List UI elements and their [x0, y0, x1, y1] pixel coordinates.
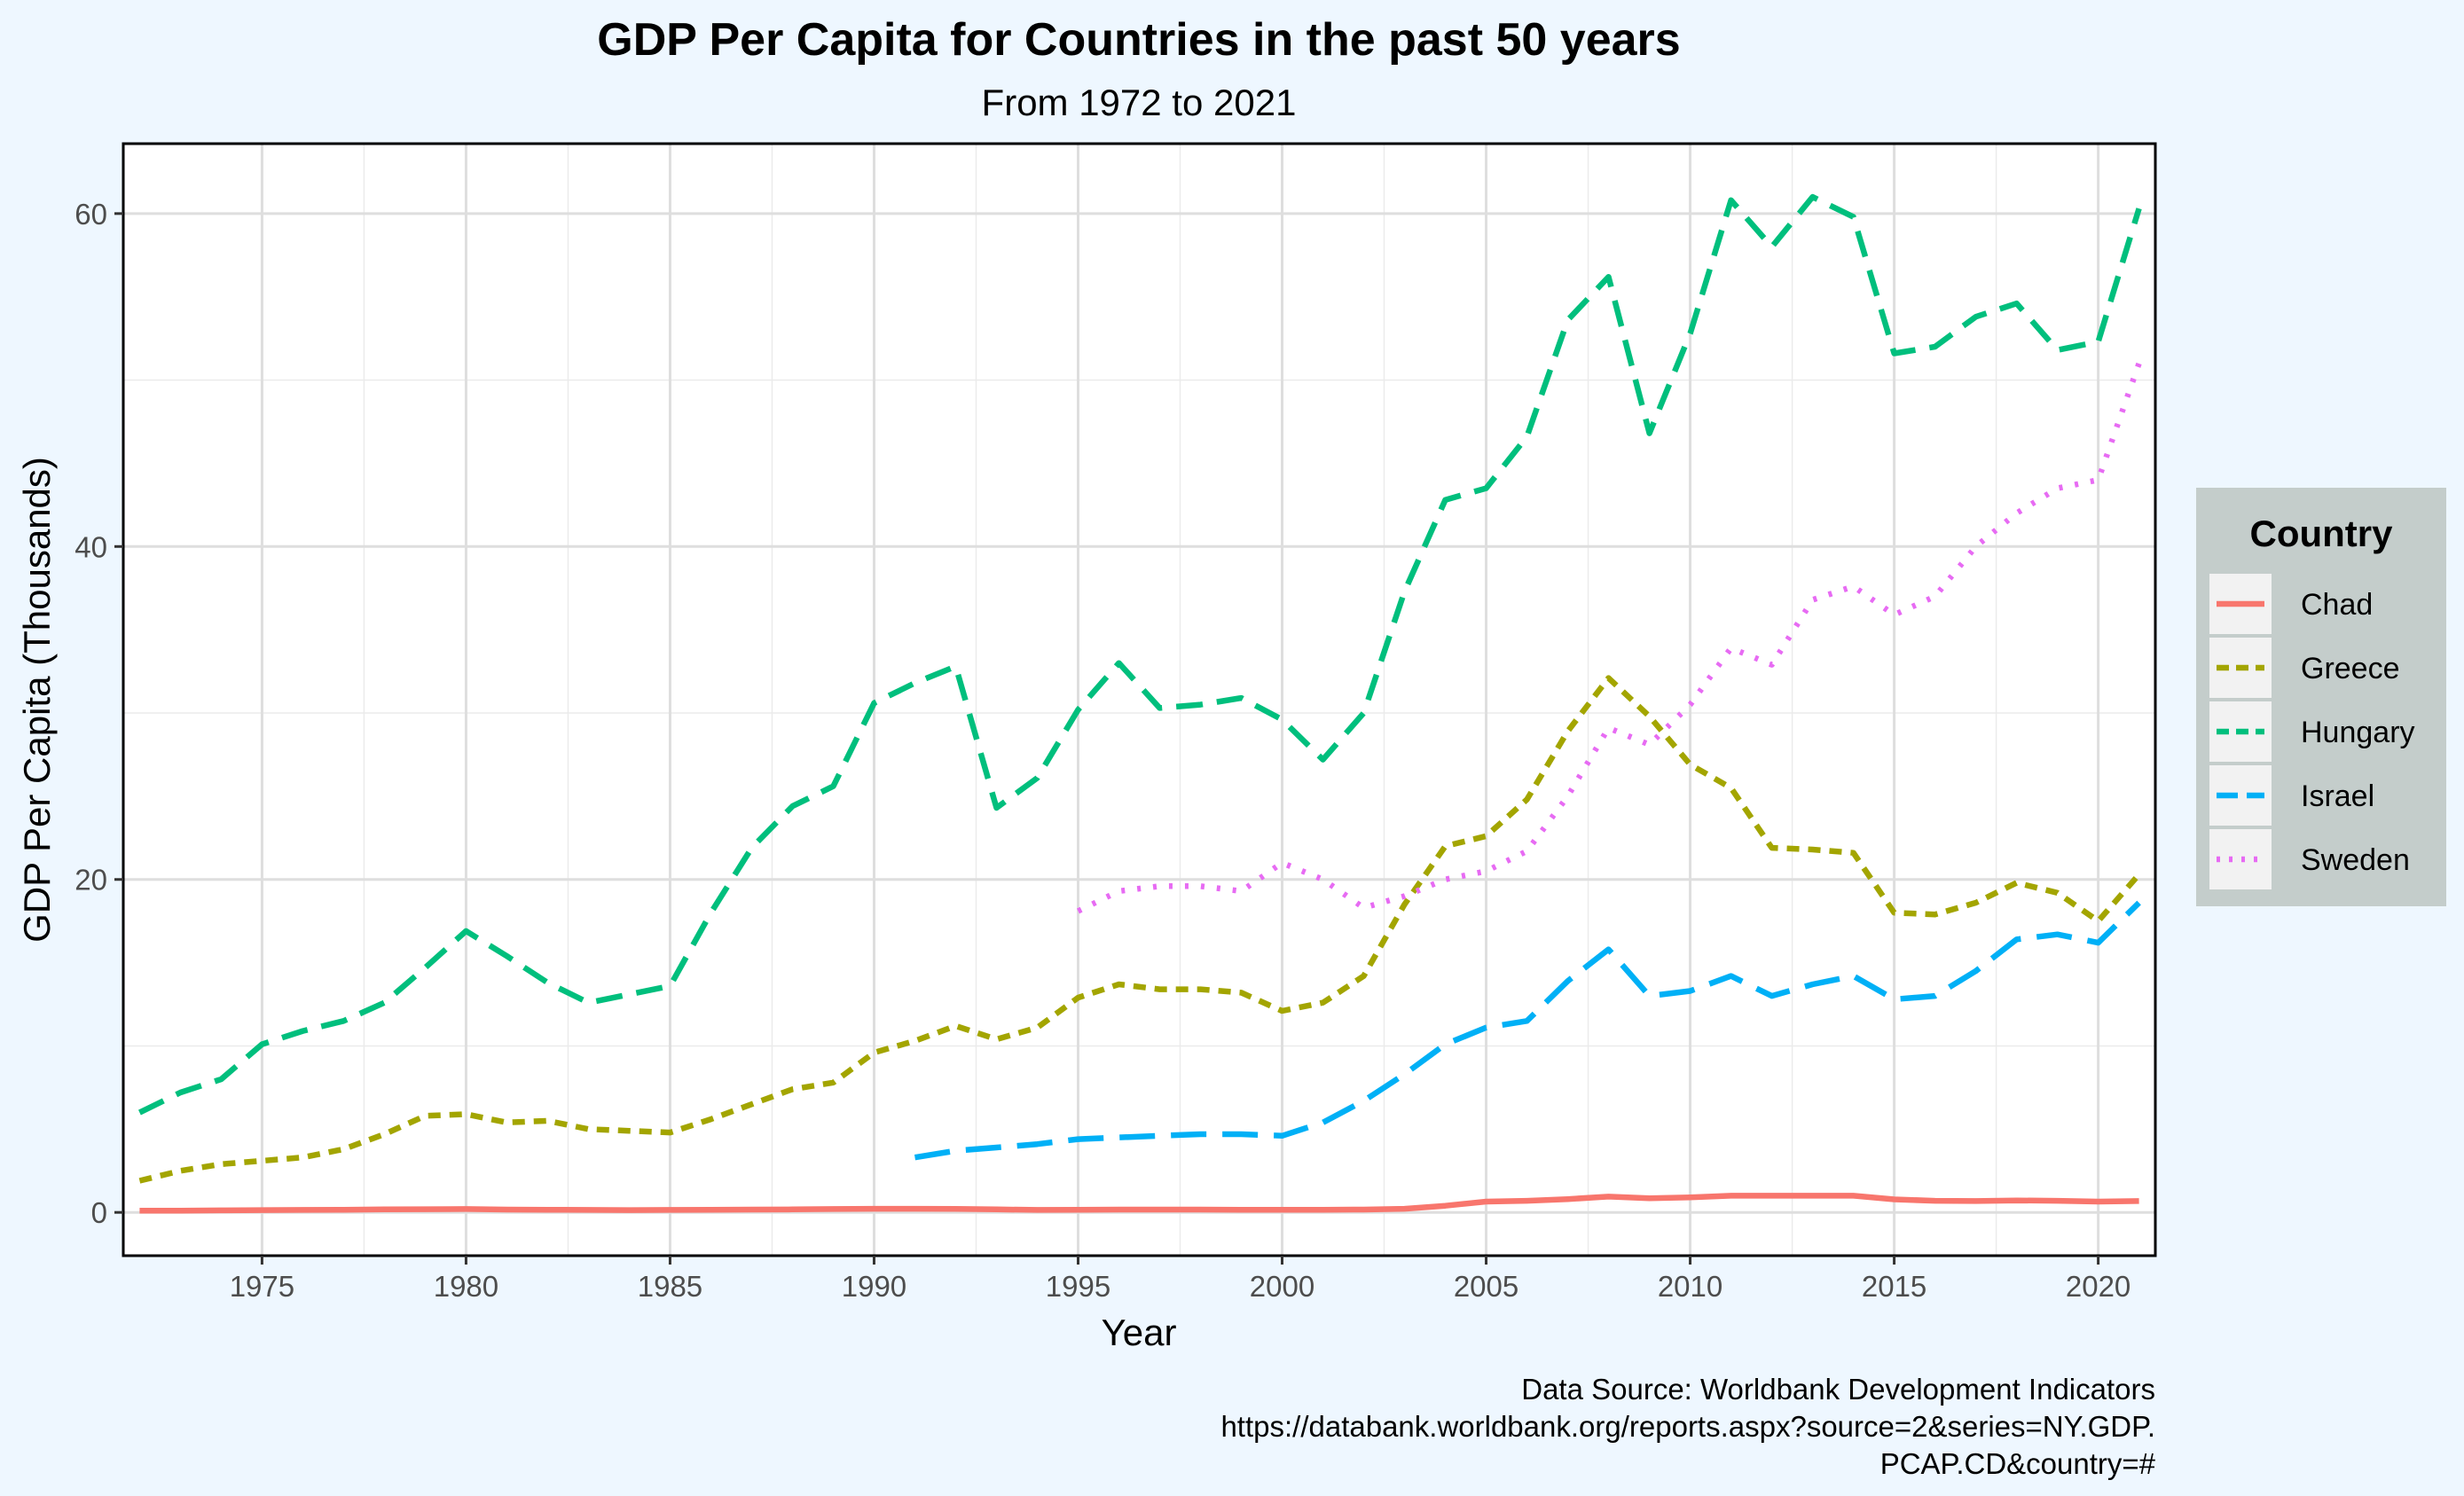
- series-line-chad: [139, 1193, 2139, 1214]
- x-tick-label: 1985: [638, 1270, 702, 1303]
- legend-items: Chad Greece Hungary Israel Sweden: [2209, 574, 2415, 889]
- x-axis-title: Year: [1102, 1312, 1177, 1353]
- chart-subtitle: From 1972 to 2021: [982, 82, 1297, 123]
- x-tick-label: 1990: [842, 1270, 906, 1303]
- legend: Country Chad Greece Hungary Israel Sweden: [2196, 488, 2446, 906]
- legend-label-israel: Israel: [2301, 779, 2374, 813]
- x-tick-label: 1980: [434, 1270, 498, 1303]
- series-line-greece: [138, 675, 2142, 1184]
- y-tick-label: 20: [75, 864, 107, 897]
- x-axis: 1975 1980 1985 1990 1995 2000 2005 2010 2015 2020: [230, 1256, 2130, 1303]
- legend-label-hungary: Hungary: [2301, 716, 2415, 749]
- series-line-israel: [914, 900, 2141, 1161]
- grid-lines: [123, 144, 2155, 1256]
- legend-label-chad: Chad: [2301, 588, 2373, 622]
- plot-panel: [122, 142, 2157, 1257]
- x-tick-label: 2010: [1658, 1270, 1722, 1303]
- series-line-hungary: [137, 193, 2142, 1116]
- x-tick-label: 2015: [1862, 1270, 1926, 1303]
- caption: Data Source: Worldbank Development Indic…: [1220, 1373, 2155, 1480]
- x-tick-label: 2020: [2066, 1270, 2130, 1303]
- y-tick-label: 60: [75, 198, 107, 231]
- caption-line-2: https://databank.worldbank.org/reports.a…: [1220, 1410, 2155, 1443]
- series-lines: [137, 193, 2142, 1214]
- legend-label-sweden: Sweden: [2301, 843, 2410, 877]
- legend-title: Country: [2250, 513, 2394, 554]
- x-tick-label: 1975: [230, 1270, 294, 1303]
- plot-background: [122, 142, 2157, 1257]
- legend-label-greece: Greece: [2301, 652, 2400, 685]
- caption-line-1: Data Source: Worldbank Development Indic…: [1521, 1373, 2155, 1406]
- plot-border: [122, 142, 2157, 1257]
- y-axis-title: GDP Per Capita (Thousands): [16, 457, 58, 943]
- y-axis: 0 20 40 60: [75, 198, 123, 1229]
- x-tick-label: 2000: [1250, 1270, 1314, 1303]
- x-tick-label: 2005: [1454, 1270, 1518, 1303]
- chart-title: GDP Per Capita for Countries in the past…: [597, 14, 1680, 66]
- y-tick-label: 40: [75, 530, 107, 563]
- y-tick-label: 0: [91, 1196, 107, 1229]
- caption-line-3: PCAP.CD&country=#: [1880, 1447, 2156, 1480]
- x-tick-label: 1995: [1046, 1270, 1110, 1303]
